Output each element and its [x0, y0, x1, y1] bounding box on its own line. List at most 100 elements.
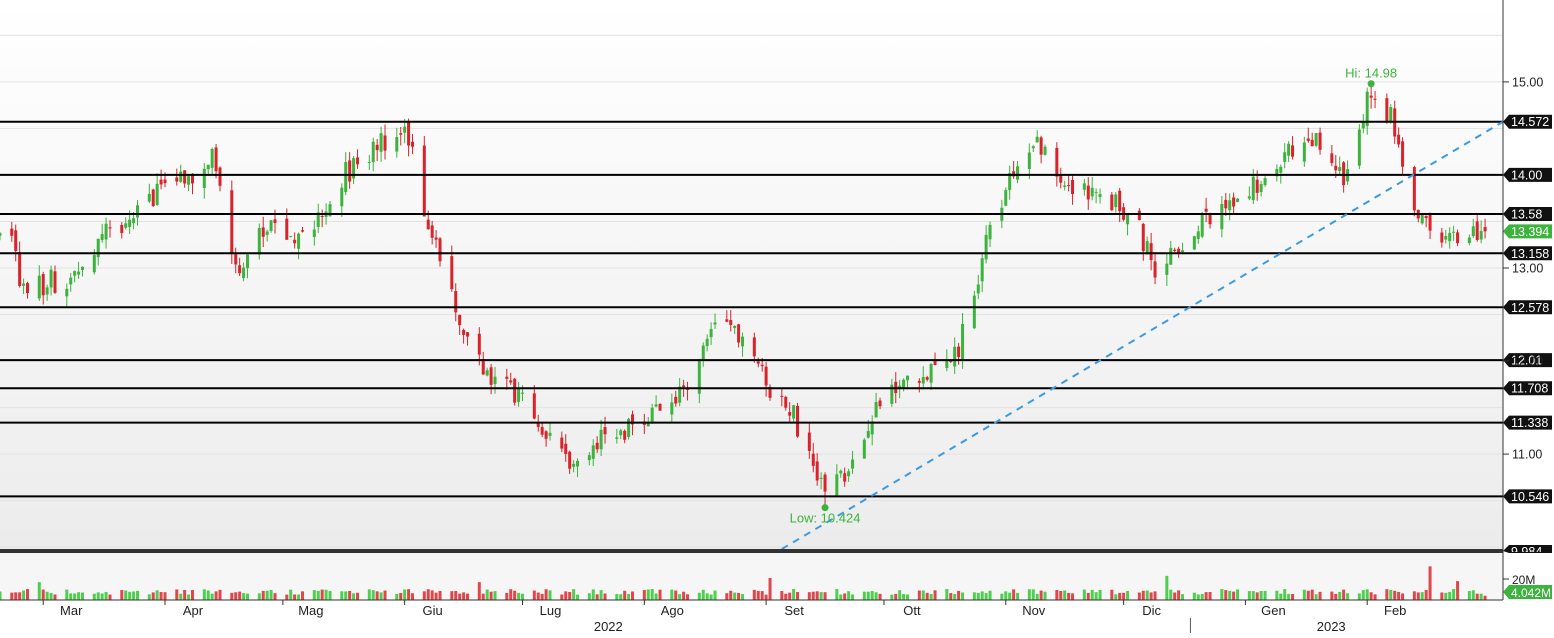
volume-bar — [1027, 589, 1031, 600]
volume-bar — [851, 594, 855, 600]
candle-body — [462, 329, 466, 335]
volume-bar — [462, 592, 466, 600]
volume-bar — [403, 589, 407, 600]
volume-bar — [752, 589, 756, 600]
candle-body — [151, 189, 155, 207]
candle-body — [843, 473, 847, 482]
volume-bar — [1067, 592, 1071, 600]
volume-bar — [155, 590, 159, 600]
volume-bar — [1275, 590, 1279, 600]
volume-bar — [1361, 590, 1365, 600]
candle-body — [403, 126, 407, 133]
candle-body — [1224, 199, 1228, 209]
volume-bar — [902, 594, 906, 600]
candle-body — [18, 252, 22, 286]
candle-body — [481, 359, 485, 375]
volume-bar — [615, 594, 619, 600]
volume-bar — [151, 592, 155, 600]
candle-body — [697, 359, 701, 394]
volume-bar — [862, 591, 866, 600]
candle-body — [819, 477, 823, 479]
month-label: Set — [784, 603, 804, 618]
volume-bar — [1346, 593, 1350, 600]
candle-body — [269, 220, 273, 231]
month-label: Giu — [423, 603, 443, 618]
volume-bar — [1302, 589, 1306, 600]
candle-body — [988, 224, 992, 240]
candle-body — [752, 337, 756, 357]
candle-body — [234, 254, 238, 265]
volume-bar — [1181, 594, 1185, 600]
volume-bar — [984, 593, 988, 600]
level-label: 13.158 — [1511, 247, 1549, 261]
volume-bar — [1090, 589, 1094, 600]
candle-body — [65, 288, 69, 297]
volume-bar — [1424, 590, 1428, 600]
volume-bar — [379, 592, 383, 600]
candle-body — [430, 225, 434, 238]
candle-body — [980, 258, 984, 282]
candle-body — [344, 162, 348, 193]
high-marker — [1367, 80, 1375, 88]
volume-bar — [1330, 591, 1334, 600]
volume-bar — [1397, 591, 1401, 600]
volume-bar — [1204, 592, 1208, 600]
candle-body — [548, 432, 552, 436]
level-tag — [1503, 353, 1552, 368]
candle-body — [1027, 152, 1031, 169]
volume-bar — [788, 592, 792, 600]
candle-body — [505, 376, 509, 379]
candle-body — [238, 265, 242, 274]
volume-bar — [1440, 592, 1444, 600]
volume-bar — [1287, 593, 1291, 600]
candle-body — [823, 474, 827, 492]
volume-bar — [183, 589, 187, 600]
volume-bar — [458, 593, 462, 600]
volume-bar — [627, 593, 631, 600]
volume-bar — [682, 591, 686, 600]
volume-bar — [768, 577, 772, 600]
volume-bar — [1263, 590, 1267, 600]
candle-body — [1334, 165, 1338, 171]
volume-bar — [214, 591, 218, 600]
candle-body — [929, 363, 933, 383]
volume-bar — [1259, 590, 1263, 600]
volume-bar — [1173, 592, 1177, 600]
volume-bar — [328, 591, 332, 600]
volume-bar — [159, 591, 163, 600]
volume-bar — [191, 590, 195, 600]
candle-body — [627, 418, 631, 438]
volume-bar — [686, 594, 690, 600]
candle-body — [316, 212, 320, 227]
volume-bar — [493, 591, 497, 600]
volume-bar — [1228, 590, 1232, 600]
level-label: 14.00 — [1511, 168, 1542, 182]
volume-bar — [77, 592, 81, 600]
candle-body — [328, 204, 332, 217]
candle-body — [678, 386, 682, 403]
candle-body — [587, 455, 591, 461]
candle-body — [1200, 213, 1204, 237]
month-label: Apr — [183, 603, 204, 618]
candle-body — [902, 379, 906, 389]
volume-bar — [1000, 593, 1004, 600]
volume-bar — [1086, 592, 1090, 600]
volume-bar — [104, 591, 108, 600]
candle-body — [489, 367, 493, 385]
candle-body — [796, 405, 800, 437]
candle-body — [1035, 136, 1039, 143]
candle-body — [1031, 146, 1035, 149]
volume-bar — [1416, 592, 1420, 600]
candle-body — [1401, 141, 1405, 167]
volume-bar — [26, 588, 30, 600]
candle-body — [1444, 236, 1448, 240]
volume-bar — [375, 591, 379, 600]
volume-bar — [210, 593, 214, 600]
candle-body — [218, 167, 222, 186]
candle-body — [866, 430, 870, 438]
volume-bar — [658, 589, 662, 600]
candle-body — [1208, 213, 1212, 225]
volume-bar — [100, 593, 104, 600]
candle-body — [214, 147, 218, 172]
candle-body — [1247, 196, 1251, 199]
